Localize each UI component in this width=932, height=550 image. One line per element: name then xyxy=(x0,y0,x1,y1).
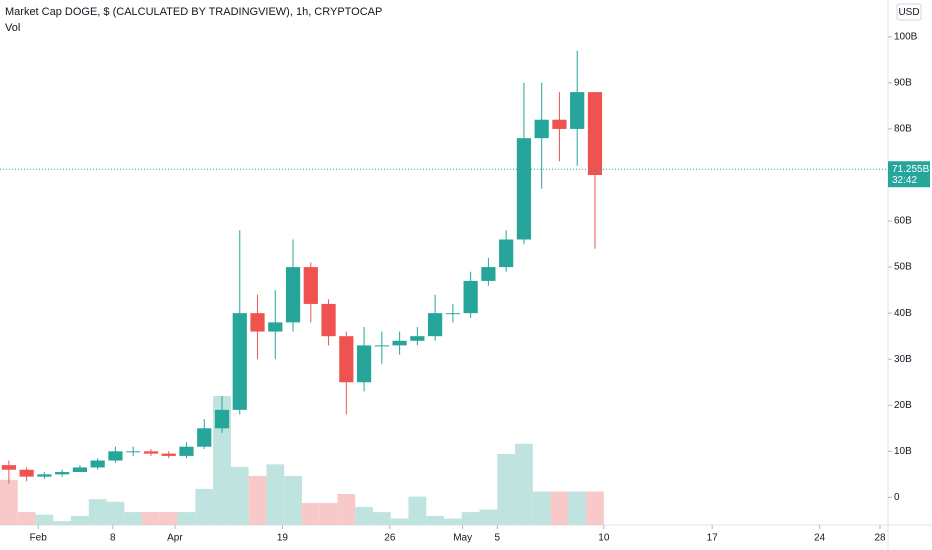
candle-body xyxy=(19,469,34,477)
volume-bar xyxy=(17,512,36,525)
candle-body xyxy=(108,451,123,461)
candle-body xyxy=(303,267,318,304)
volume-bar xyxy=(532,491,551,525)
volume-bar xyxy=(426,515,444,525)
volume-bar xyxy=(568,491,587,525)
volume-bar xyxy=(35,514,54,525)
candle-body xyxy=(587,92,603,175)
candle-body xyxy=(321,303,336,337)
y-tick-label: 20B xyxy=(894,400,912,411)
candle-body xyxy=(481,267,496,281)
x-tick-label: May xyxy=(453,533,472,544)
y-tick-label: 0 xyxy=(894,492,900,503)
volume-bar xyxy=(124,512,143,525)
candle-body xyxy=(1,465,16,470)
currency-label: USD xyxy=(898,7,919,18)
volume-bar xyxy=(479,509,498,525)
y-tick-label: 80B xyxy=(894,124,912,135)
candle-body xyxy=(285,267,301,323)
candle-body xyxy=(197,428,212,447)
candle-body xyxy=(72,467,88,473)
candle-body xyxy=(214,409,230,429)
candle-body xyxy=(356,345,372,383)
countdown-label: 32:42 xyxy=(892,175,917,186)
candle-body xyxy=(126,451,141,453)
y-tick-label: 10B xyxy=(894,446,912,457)
candle-body xyxy=(37,474,52,477)
y-tick-label: 100B xyxy=(894,31,918,42)
volume-bar xyxy=(408,496,427,525)
x-tick-label: Feb xyxy=(30,533,48,544)
chart-title: Market Cap DOGE, $ (CALCULATED BY TRADIN… xyxy=(5,6,382,18)
volume-bar xyxy=(337,494,356,525)
volume-bar xyxy=(390,518,409,525)
candle-body xyxy=(232,313,247,410)
x-tick-label: 24 xyxy=(814,533,826,544)
candle-body xyxy=(570,92,585,129)
volume-label: Vol xyxy=(5,22,20,34)
candle-body xyxy=(374,345,389,347)
x-tick-label: 10 xyxy=(598,533,610,544)
price-tag xyxy=(888,161,930,188)
x-tick-label: 5 xyxy=(494,533,500,544)
volume-bar xyxy=(0,479,18,525)
candle-body xyxy=(250,313,265,332)
volume-bar xyxy=(355,506,373,525)
candle-body xyxy=(339,336,354,383)
volume-bar xyxy=(372,512,391,525)
candle-body xyxy=(428,313,443,337)
y-tick-label: 90B xyxy=(894,78,912,89)
candle-body xyxy=(463,280,478,314)
y-tick-label: 50B xyxy=(894,262,912,273)
volume-bar xyxy=(550,491,569,525)
volume-bar xyxy=(71,515,89,525)
candle-body xyxy=(552,119,567,129)
volume-bar xyxy=(444,518,462,525)
volume-bar xyxy=(301,503,320,525)
candle-body xyxy=(410,336,425,341)
volume-bar xyxy=(266,464,285,525)
volume-bar xyxy=(159,512,178,525)
candle-body xyxy=(55,472,70,475)
volume-bar xyxy=(142,512,160,525)
y-tick-label: 60B xyxy=(894,216,912,227)
volume-bar xyxy=(88,499,107,525)
candle-body xyxy=(143,451,159,454)
volume-bar xyxy=(586,491,604,525)
currency-button[interactable] xyxy=(896,3,922,21)
volume-bar xyxy=(230,466,249,525)
y-tick-label: 30B xyxy=(894,354,912,365)
volume-bar xyxy=(461,512,480,525)
volume-bar xyxy=(248,475,267,525)
volume-bar xyxy=(284,475,302,525)
x-tick-label: 19 xyxy=(277,533,289,544)
candle-body xyxy=(90,460,105,468)
volume-bar xyxy=(106,501,125,525)
candle-body xyxy=(179,446,194,456)
x-tick-label: Apr xyxy=(167,533,183,544)
x-tick-label: 17 xyxy=(707,533,719,544)
x-tick-label: 28 xyxy=(874,533,886,544)
x-tick-label: 26 xyxy=(384,533,396,544)
volume-bar xyxy=(497,454,516,525)
candle-body xyxy=(445,313,460,315)
volume-bar xyxy=(515,443,533,525)
x-tick-label: 8 xyxy=(110,533,116,544)
candle-body xyxy=(161,453,176,456)
candle-body xyxy=(392,340,407,346)
y-tick-label: 40B xyxy=(894,308,912,319)
candle-body xyxy=(534,119,549,139)
candle-body xyxy=(268,322,283,332)
volume-bar xyxy=(177,512,196,525)
volume-bar xyxy=(195,488,214,525)
volume-bar xyxy=(53,521,72,525)
candle-body xyxy=(516,138,532,240)
volume-bar xyxy=(319,503,338,525)
price-tag-label: 71.255B xyxy=(892,164,930,175)
candle-body xyxy=(499,239,514,268)
